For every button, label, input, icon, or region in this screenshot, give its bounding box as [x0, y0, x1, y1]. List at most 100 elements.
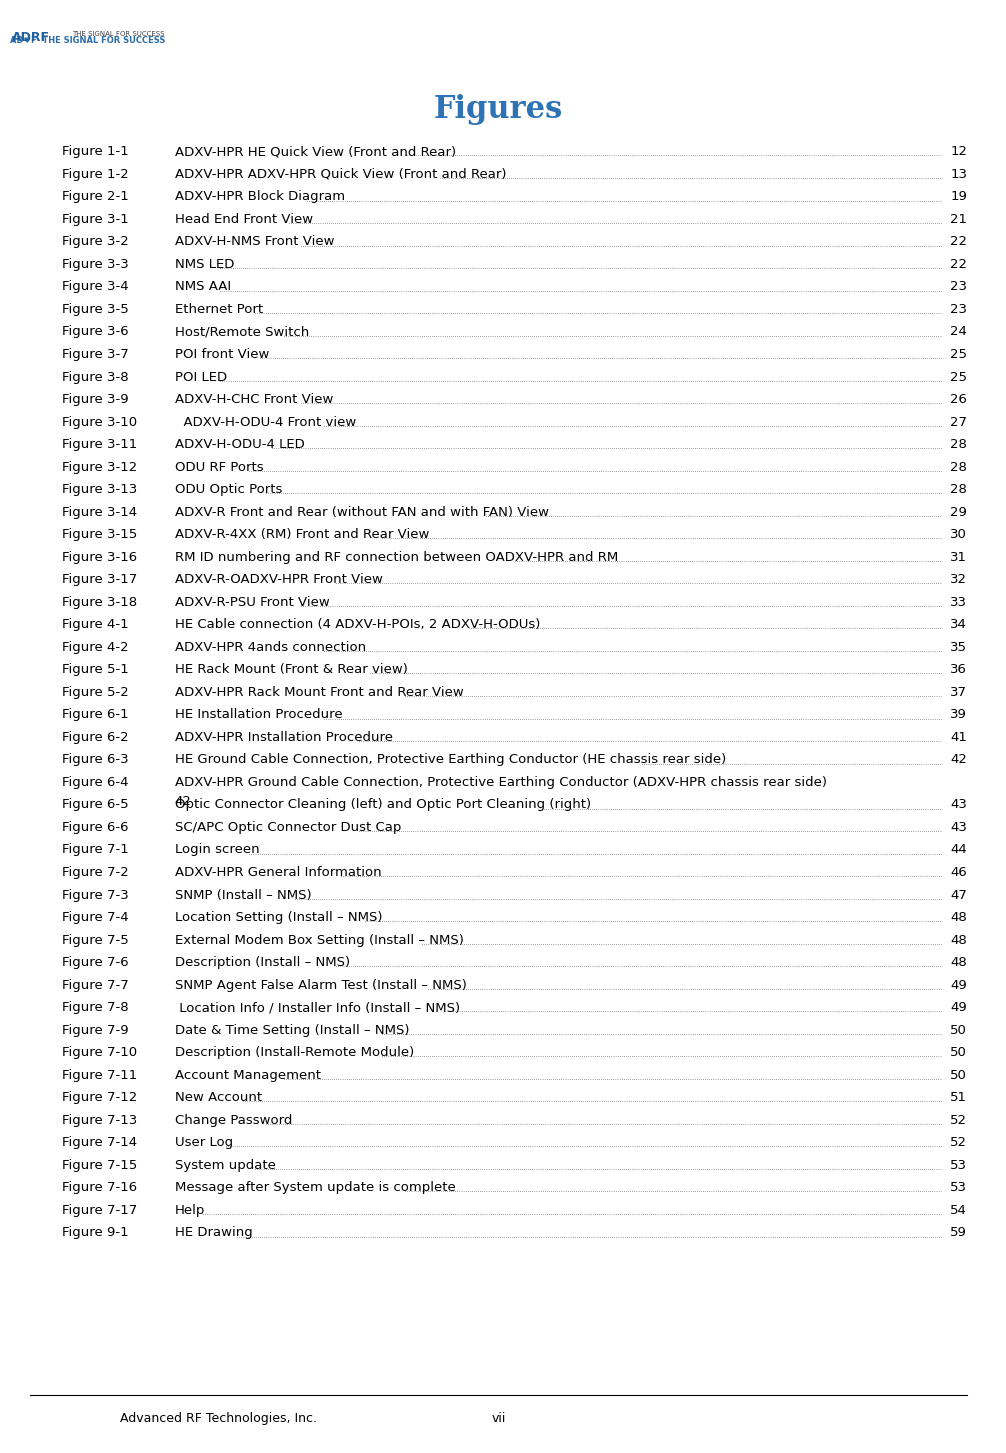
Text: ADXV-HPR HE Quick View (Front and Rear): ADXV-HPR HE Quick View (Front and Rear) [174, 145, 460, 158]
Text: Figure 7-15: Figure 7-15 [61, 1159, 137, 1171]
Text: THE SIGNAL FOR SUCCESS: THE SIGNAL FOR SUCCESS [71, 31, 164, 36]
Text: Figure 3-12: Figure 3-12 [61, 461, 137, 474]
Text: Figure 3-5: Figure 3-5 [61, 304, 129, 315]
Text: Figure 7-6: Figure 7-6 [61, 956, 129, 969]
Text: 43: 43 [951, 821, 968, 834]
Text: 28: 28 [951, 461, 968, 474]
Text: 33: 33 [951, 596, 968, 609]
Text: Host/Remote Switch: Host/Remote Switch [174, 325, 309, 339]
Text: 32: 32 [951, 572, 968, 586]
Text: Figure 3-6: Figure 3-6 [61, 325, 129, 339]
Text: SC/APC Optic Connector Dust Cap: SC/APC Optic Connector Dust Cap [174, 821, 405, 834]
Text: Figure 3-7: Figure 3-7 [61, 349, 129, 360]
Text: AD♥F  THE SIGNAL FOR SUCCESS: AD♥F THE SIGNAL FOR SUCCESS [10, 36, 165, 45]
Text: 19: 19 [951, 190, 968, 203]
Text: Figure 7-7: Figure 7-7 [61, 979, 129, 991]
Text: 12: 12 [951, 145, 968, 158]
Text: 22: 22 [951, 235, 968, 248]
Text: 39: 39 [951, 709, 968, 721]
Text: Figure 4-1: Figure 4-1 [61, 619, 129, 631]
Text: Figure 9-1: Figure 9-1 [61, 1226, 129, 1239]
Text: ADXV-HPR Ground Cable Connection, Protective Earthing Conductor (ADXV-HPR chassi: ADXV-HPR Ground Cable Connection, Protec… [174, 776, 827, 789]
Text: ODU RF Ports: ODU RF Ports [174, 461, 268, 474]
Text: Figure 1-1: Figure 1-1 [61, 145, 129, 158]
Text: Figure 3-14: Figure 3-14 [61, 506, 137, 519]
Text: Figures: Figures [434, 94, 563, 125]
Text: SNMP Agent False Alarm Test (Install – NMS): SNMP Agent False Alarm Test (Install – N… [174, 979, 467, 991]
Text: 41: 41 [951, 731, 968, 744]
Text: 50: 50 [951, 1023, 968, 1036]
Text: 48: 48 [951, 933, 968, 946]
Text: ADXV-H-ODU-4 LED: ADXV-H-ODU-4 LED [174, 439, 309, 450]
Text: Figure 3-3: Figure 3-3 [61, 259, 129, 270]
Text: Figure 3-11: Figure 3-11 [61, 439, 137, 450]
Text: Figure 6-2: Figure 6-2 [61, 731, 129, 744]
Text: 13: 13 [951, 169, 968, 180]
Text: User Log: User Log [174, 1136, 232, 1149]
Text: Location Setting (Install – NMS): Location Setting (Install – NMS) [174, 911, 386, 924]
Text: 50: 50 [951, 1046, 968, 1059]
Text: RM ID numbering and RF connection between OADXV-HPR and RM: RM ID numbering and RF connection betwee… [174, 551, 618, 564]
Text: 42: 42 [174, 795, 191, 808]
Text: Figure 3-10: Figure 3-10 [61, 416, 137, 429]
Text: ADXV-R Front and Rear (without FAN and with FAN) View: ADXV-R Front and Rear (without FAN and w… [174, 506, 548, 519]
Text: 36: 36 [951, 663, 968, 676]
Text: 42: 42 [951, 753, 968, 766]
Text: Advanced RF Technologies, Inc.: Advanced RF Technologies, Inc. [120, 1412, 317, 1425]
Text: Figure 7-16: Figure 7-16 [61, 1181, 137, 1194]
Text: Ethernet Port: Ethernet Port [174, 304, 267, 315]
Text: SNMP (Install – NMS): SNMP (Install – NMS) [174, 888, 311, 901]
Text: 26: 26 [951, 392, 968, 405]
Text: Figure 2-1: Figure 2-1 [61, 190, 129, 203]
Text: Figure 3-1: Figure 3-1 [61, 212, 129, 225]
Text: Description (Install – NMS): Description (Install – NMS) [174, 956, 350, 969]
Text: 35: 35 [951, 641, 968, 654]
Text: 47: 47 [951, 888, 968, 901]
Text: Change Password: Change Password [174, 1113, 292, 1126]
Text: 48: 48 [951, 956, 968, 969]
Text: HE Drawing: HE Drawing [174, 1226, 257, 1239]
Text: ADXV-HPR ADXV-HPR Quick View (Front and Rear): ADXV-HPR ADXV-HPR Quick View (Front and … [174, 169, 510, 180]
Text: ADRF: ADRF [12, 31, 50, 44]
Text: 21: 21 [951, 212, 968, 225]
Text: Date & Time Setting (Install – NMS): Date & Time Setting (Install – NMS) [174, 1023, 409, 1036]
Text: Figure 7-12: Figure 7-12 [61, 1091, 137, 1104]
Text: 48: 48 [951, 911, 968, 924]
Text: Figure 1-2: Figure 1-2 [61, 169, 129, 180]
Text: Figure 6-4: Figure 6-4 [61, 776, 129, 789]
Text: Login screen: Login screen [174, 843, 260, 856]
Text: NMS LED: NMS LED [174, 259, 238, 270]
Text: System update: System update [174, 1159, 276, 1171]
Text: 43: 43 [951, 799, 968, 811]
Text: Account Management: Account Management [174, 1068, 325, 1081]
Text: Location Info / Installer Info (Install – NMS): Location Info / Installer Info (Install … [174, 1001, 460, 1014]
Text: NMS AAI: NMS AAI [174, 280, 230, 294]
Text: HE Ground Cable Connection, Protective Earthing Conductor (HE chassis rear side): HE Ground Cable Connection, Protective E… [174, 753, 725, 766]
Text: Figure 3-2: Figure 3-2 [61, 235, 129, 248]
Text: Description (Install-Remote Module): Description (Install-Remote Module) [174, 1046, 418, 1059]
Text: Figure 3-15: Figure 3-15 [61, 529, 137, 541]
Text: 28: 28 [951, 482, 968, 495]
Text: ADXV-HPR 4ands connection: ADXV-HPR 4ands connection [174, 641, 365, 654]
Text: 24: 24 [951, 325, 968, 339]
Text: 52: 52 [951, 1136, 968, 1149]
Text: 23: 23 [951, 280, 968, 294]
Text: ADXV-HPR Block Diagram: ADXV-HPR Block Diagram [174, 190, 349, 203]
Text: Figure 7-8: Figure 7-8 [61, 1001, 129, 1014]
Text: 54: 54 [951, 1203, 968, 1216]
Text: 29: 29 [951, 506, 968, 519]
Text: Figure 7-9: Figure 7-9 [61, 1023, 129, 1036]
Text: 37: 37 [951, 686, 968, 699]
Text: Figure 4-2: Figure 4-2 [61, 641, 129, 654]
Text: 44: 44 [951, 843, 968, 856]
Text: 30: 30 [951, 529, 968, 541]
Text: vii: vii [491, 1412, 506, 1425]
Text: 46: 46 [951, 866, 968, 879]
Text: Figure 3-4: Figure 3-4 [61, 280, 129, 294]
Text: 52: 52 [951, 1113, 968, 1126]
Text: 28: 28 [951, 439, 968, 450]
Text: ADXV-HPR Installation Procedure: ADXV-HPR Installation Procedure [174, 731, 392, 744]
Text: Head End Front View: Head End Front View [174, 212, 317, 225]
Text: Figure 7-4: Figure 7-4 [61, 911, 129, 924]
Text: ADXV-HPR Rack Mount Front and Rear View: ADXV-HPR Rack Mount Front and Rear View [174, 686, 468, 699]
